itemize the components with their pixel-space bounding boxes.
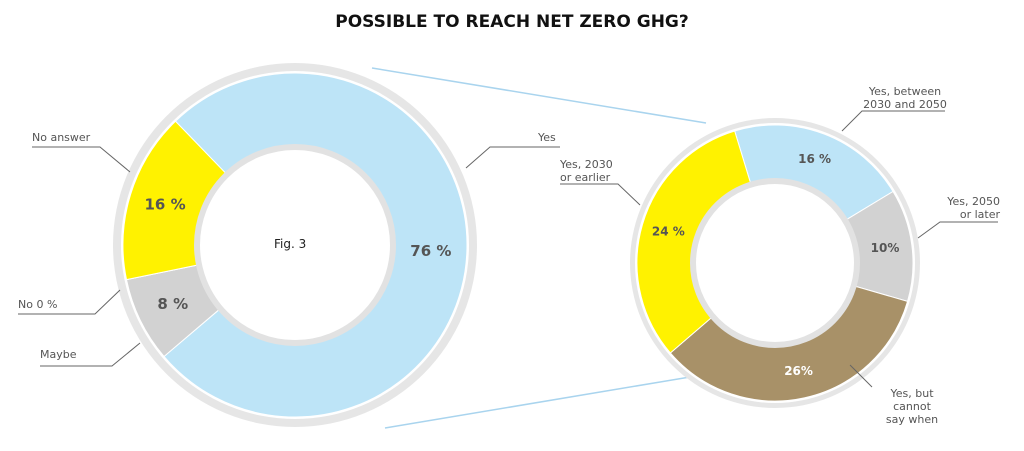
data-label: 8 % <box>157 295 188 313</box>
category-label: No 0 % <box>18 298 58 311</box>
leader-line <box>40 342 141 367</box>
data-label: 16 % <box>145 195 186 213</box>
leader-line <box>917 221 998 239</box>
leader-line <box>18 289 121 315</box>
inner-ring <box>690 178 860 348</box>
leader-line <box>841 110 945 132</box>
leader-line <box>560 183 641 206</box>
category-label: Yes <box>538 131 556 144</box>
category-label: Maybe <box>40 348 77 361</box>
data-label: 10% <box>871 241 900 255</box>
category-label: Yes, 2050 or later <box>947 195 1000 221</box>
inner-ring <box>194 144 396 346</box>
data-label: 16 % <box>798 152 831 166</box>
data-label: 76 % <box>410 242 451 260</box>
data-label: 26% <box>784 364 813 378</box>
chart-title: POSSIBLE TO REACH NET ZERO GHG? <box>335 12 689 32</box>
connector <box>371 67 707 124</box>
category-label: No answer <box>32 131 91 144</box>
connector <box>384 376 691 429</box>
leader-line <box>32 146 131 173</box>
leader-line <box>849 364 873 388</box>
annotation: Fig. 3 <box>274 237 307 251</box>
leader-line <box>465 146 560 169</box>
category-label: Yes, 2030 or earlier <box>560 158 613 184</box>
category-label: Yes, but cannot say when <box>885 387 939 426</box>
category-label: Yes, between 2030 and 2050 <box>863 85 947 111</box>
data-label: 24 % <box>652 225 685 239</box>
